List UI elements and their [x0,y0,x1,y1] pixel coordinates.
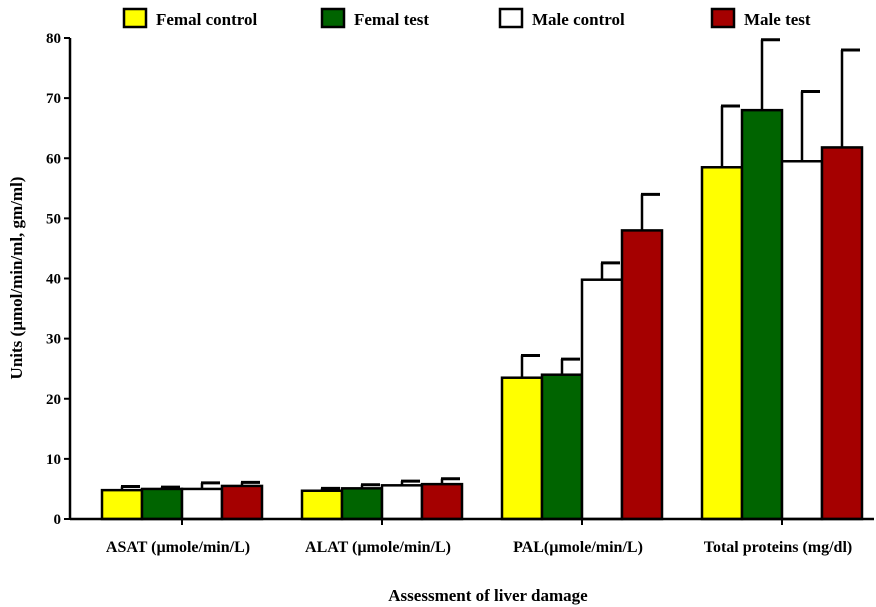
bar [180,487,224,521]
y-tick-label: 70 [46,91,61,107]
bar [420,482,464,521]
x-axis: ASAT (µmole/min/L) ALAT (µmole/min/L) PAL(… [70,517,874,556]
bar [340,487,384,521]
x-tick-label: ALAT (µmole/min/L) [305,539,451,556]
legend-label: Femal test [354,10,429,29]
y-axis: 0 10 20 30 40 50 60 70 80 [46,31,72,528]
legend-swatch [122,7,148,29]
bar [580,278,624,521]
legend-swatch [710,7,736,29]
y-tick-label: 60 [46,151,61,167]
y-tick-label: 30 [46,332,61,348]
x-tick-label: Total proteins (mg/dl) [704,539,852,556]
x-tick-label: ASAT (µmole/min/L) [106,539,250,556]
y-tick-label: 80 [46,31,61,47]
bar [540,373,584,521]
legend-label: Male test [744,10,811,29]
y-axis-label: Units (µmol/min/ml, gm/ml) [7,177,26,380]
legend-swatch [320,7,346,29]
bar [780,160,824,521]
bars [100,38,864,521]
bar [220,484,264,521]
bar [740,108,784,521]
y-tick-label: 40 [46,272,61,288]
y-tick-label: 20 [46,392,61,408]
bar [380,484,424,521]
bar [140,487,184,521]
y-tick-label: 0 [54,512,62,528]
legend-label: Femal control [156,10,257,29]
y-tick-label: 50 [46,211,61,227]
bar [620,229,664,521]
bar [100,488,144,521]
x-tick-label: PAL(µmole/min/L) [513,539,643,556]
bar [500,376,544,521]
bar [300,489,344,521]
legend: Femal control Femal test Male control Male … [122,7,811,29]
y-tick-label: 10 [46,452,61,468]
x-axis-label: Assessment of liver damage [388,586,588,605]
legend-swatch [498,7,524,29]
bar [700,166,744,521]
legend-label: Male control [532,10,625,29]
bar [820,146,864,521]
